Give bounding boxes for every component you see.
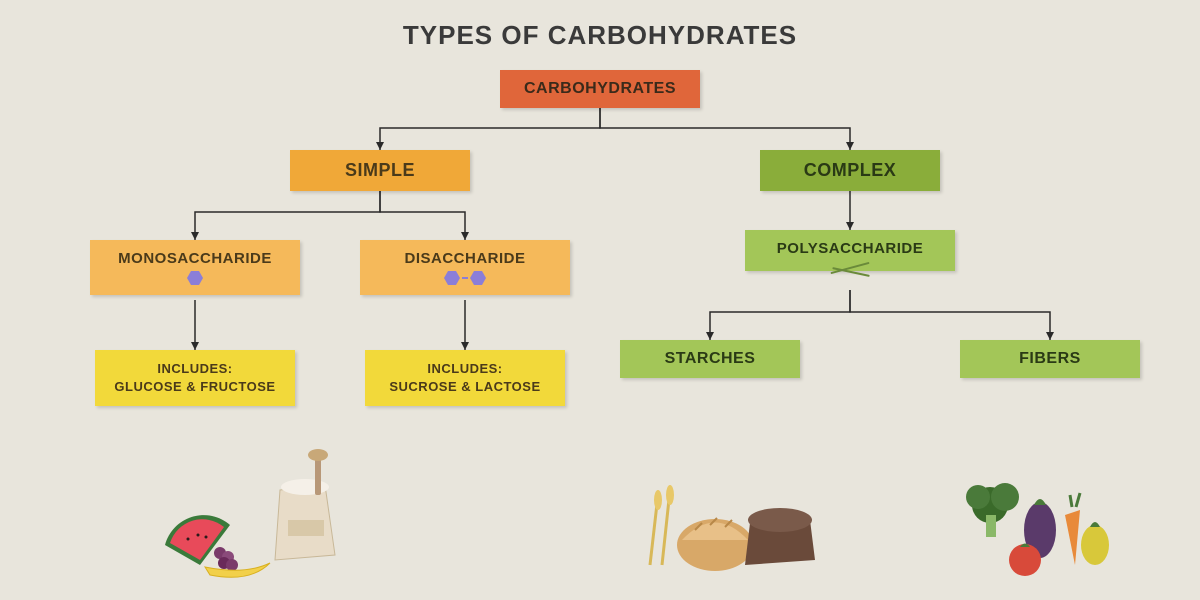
node-starches: STARCHES: [620, 340, 800, 378]
node-label: COMPLEX: [778, 160, 922, 181]
node-label: SIMPLE: [308, 160, 452, 181]
node-simple: SIMPLE: [290, 150, 470, 191]
hexagon-pair-icon: [378, 271, 552, 285]
node-carbohydrates: CARBOHYDRATES: [500, 70, 700, 108]
node-complex: COMPLEX: [760, 150, 940, 191]
node-label-line2: SUCROSE & LACTOSE: [383, 378, 547, 396]
node-label: CARBOHYDRATES: [518, 80, 682, 98]
page-title: TYPES OF CARBOHYDRATES: [403, 20, 797, 51]
hexagon-icon: [108, 271, 282, 285]
node-label-line2: GLUCOSE & FRUCTOSE: [113, 378, 277, 396]
node-fibers: FIBERS: [960, 340, 1140, 378]
food-fibers-icon: [930, 435, 1150, 585]
node-label: DISACCHARIDE: [378, 250, 552, 267]
node-polysaccharide: POLYSACCHARIDE: [745, 230, 955, 271]
food-sugars-icon: [150, 435, 370, 585]
node-disaccharide: DISACCHARIDE: [360, 240, 570, 295]
node-label: POLYSACCHARIDE: [763, 240, 937, 257]
food-starches-icon: [620, 435, 840, 585]
node-di-includes: INCLUDES: SUCROSE & LACTOSE: [365, 350, 565, 406]
node-label: FIBERS: [978, 350, 1122, 368]
node-label-line1: INCLUDES:: [383, 360, 547, 378]
node-monosaccharide: MONOSACCHARIDE: [90, 240, 300, 295]
node-label: MONOSACCHARIDE: [108, 250, 282, 267]
node-label-line1: INCLUDES:: [113, 360, 277, 378]
node-mono-includes: INCLUDES: GLUCOSE & FRUCTOSE: [95, 350, 295, 406]
node-label: STARCHES: [638, 350, 782, 368]
